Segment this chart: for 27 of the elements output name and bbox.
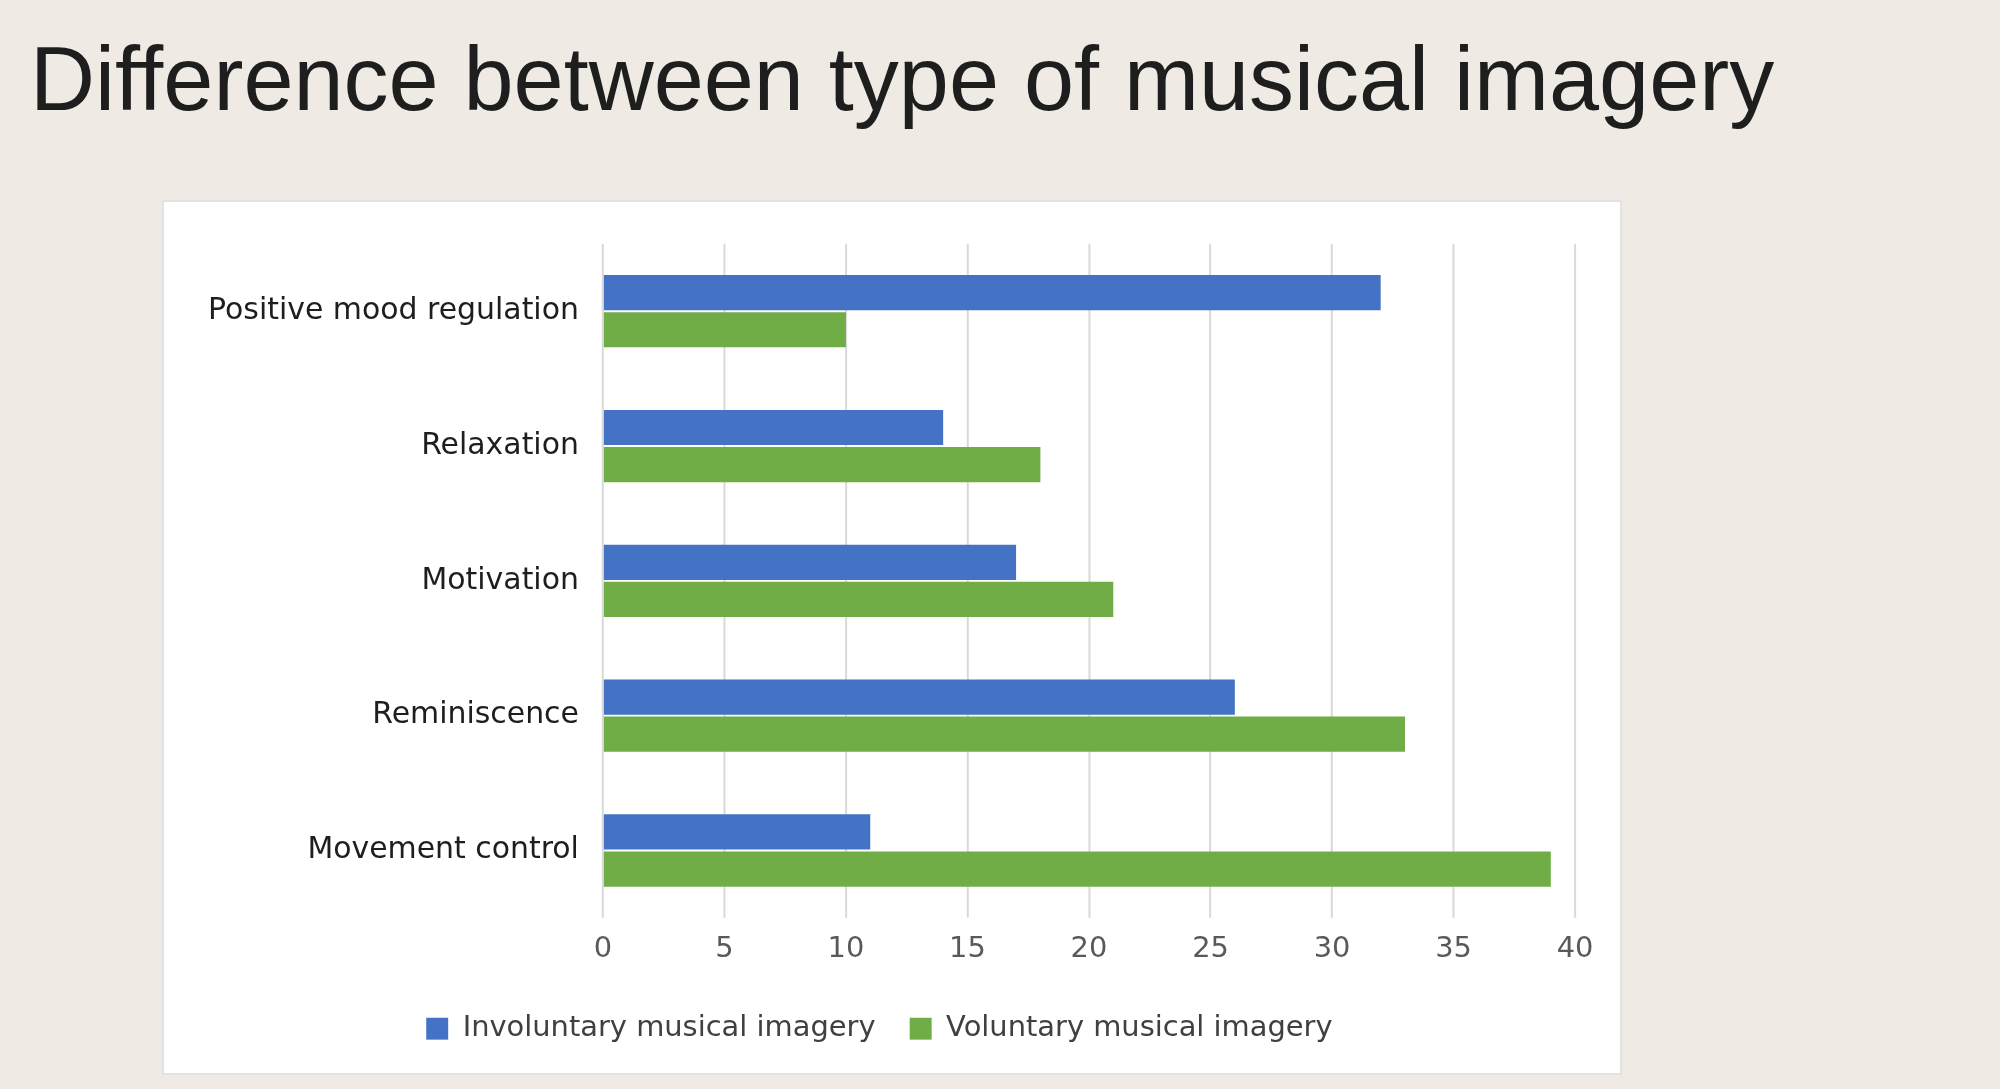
- bar: [603, 814, 871, 850]
- bar: [603, 544, 1017, 580]
- y-tick-label: Movement control: [307, 830, 579, 866]
- bar: [603, 312, 846, 348]
- x-tick-label: 20: [1070, 929, 1108, 964]
- x-tick-label: 10: [827, 929, 865, 964]
- bar: [603, 679, 1235, 715]
- bar: [603, 409, 944, 446]
- bar: [603, 581, 1114, 618]
- x-tick-label: 40: [1556, 929, 1594, 964]
- bar: [603, 716, 1405, 752]
- legend-label: Involuntary musical imagery: [462, 1009, 876, 1044]
- y-tick-label: Reminiscence: [372, 695, 579, 731]
- x-tick-label: 30: [1313, 929, 1351, 964]
- x-tick-label: 5: [715, 929, 734, 964]
- bar: [603, 275, 1381, 311]
- x-tick-label: 0: [593, 929, 613, 964]
- x-tick-label: 15: [949, 929, 986, 964]
- bar: [603, 851, 1551, 887]
- bar: [603, 446, 1041, 483]
- x-tick-label: 25: [1192, 929, 1229, 964]
- y-tick-label: Positive mood regulation: [208, 291, 579, 326]
- chart-title: Difference between type of musical imagery: [30, 28, 1775, 131]
- x-tick-label: 35: [1435, 929, 1472, 964]
- y-tick-label: Relaxation: [421, 425, 579, 461]
- legend-label: Voluntary musical imagery: [946, 1009, 1333, 1044]
- y-tick-label: Motivation: [421, 560, 579, 596]
